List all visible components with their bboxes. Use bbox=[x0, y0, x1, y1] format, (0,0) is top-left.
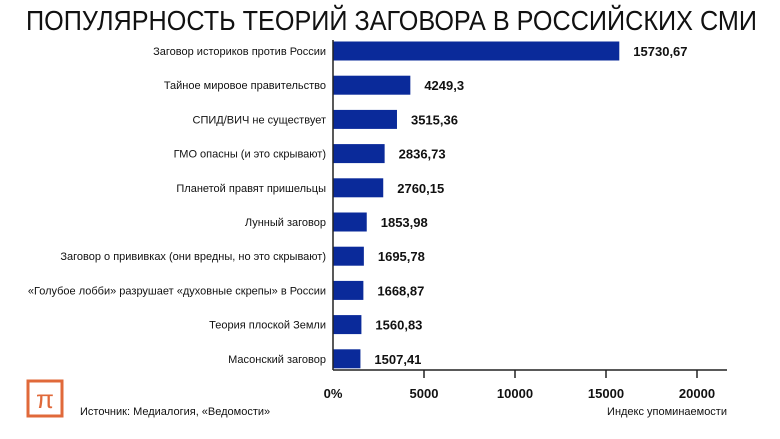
bar bbox=[333, 349, 361, 369]
bar bbox=[333, 280, 364, 300]
x-axis-label: Индекс упоминаемости bbox=[607, 406, 727, 418]
value-label: 1853,98 bbox=[381, 215, 428, 230]
x-tick-label: 10000 bbox=[497, 386, 533, 401]
value-label: 1560,83 bbox=[375, 318, 422, 333]
category-label: ГМО опасны (и это скрывают) bbox=[174, 149, 326, 161]
source-note: Источник: Медиалогия, «Ведомости» bbox=[80, 406, 270, 418]
category-label: СПИД/ВИЧ не существует bbox=[193, 114, 327, 126]
x-tick-label: 15000 bbox=[588, 386, 624, 401]
category-label: Заговор историков против России bbox=[153, 46, 326, 58]
x-tick-label: 20000 bbox=[679, 386, 715, 401]
bar bbox=[333, 246, 364, 266]
value-label: 1507,41 bbox=[374, 352, 421, 367]
value-label: 3515,36 bbox=[411, 112, 458, 127]
category-label: Лунный заговор bbox=[245, 217, 326, 229]
category-label: Масонский заговор bbox=[228, 354, 326, 366]
category-label: Теория плоской Земли bbox=[209, 320, 326, 332]
bar bbox=[333, 144, 385, 164]
bar bbox=[333, 41, 620, 61]
logo-glyph: π bbox=[36, 384, 54, 414]
x-tick-label: 5000 bbox=[410, 386, 439, 401]
value-label: 2836,73 bbox=[399, 147, 446, 162]
x-tick-label: 0% bbox=[324, 386, 343, 401]
category-label: «Голубое лобби» разрушает «духовные скре… bbox=[28, 285, 326, 297]
category-label: Тайное мировое правительство bbox=[164, 80, 326, 92]
bar bbox=[333, 315, 362, 335]
value-label: 4249,3 bbox=[424, 78, 464, 93]
value-label: 15730,67 bbox=[633, 44, 687, 59]
bar bbox=[333, 178, 384, 198]
value-label: 1668,87 bbox=[377, 283, 424, 298]
chart-title: ПОПУЛЯРНОСТЬ ТЕОРИЙ ЗАГОВОРА В РОССИЙСКИ… bbox=[26, 5, 757, 36]
value-label: 2760,15 bbox=[397, 181, 444, 196]
category-label: Заговор о прививках (они вредны, но это … bbox=[60, 251, 326, 263]
bar bbox=[333, 75, 411, 95]
category-label: Планетой правят пришельцы bbox=[176, 183, 326, 195]
logo: π bbox=[26, 379, 64, 418]
bar bbox=[333, 109, 397, 129]
bar bbox=[333, 212, 367, 232]
value-label: 1695,78 bbox=[378, 249, 425, 264]
